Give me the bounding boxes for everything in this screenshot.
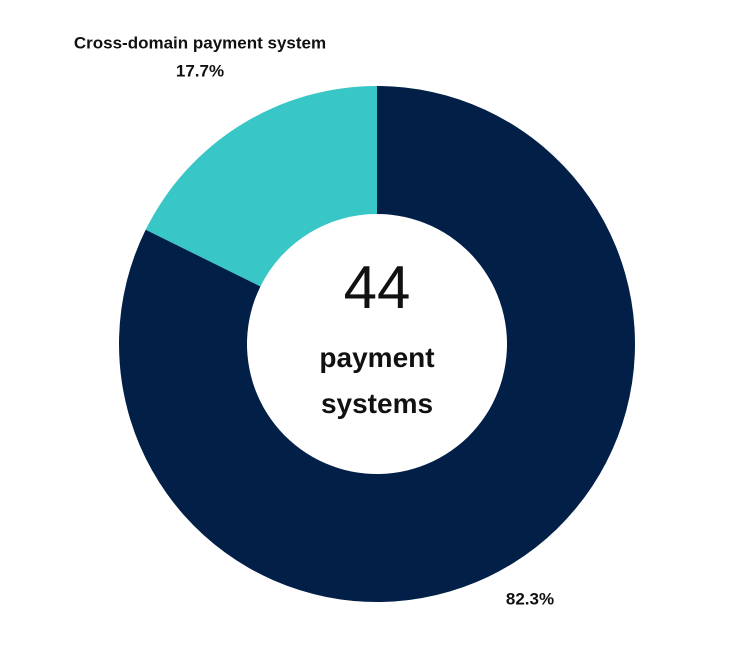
slice-name: Cross-domain payment system bbox=[74, 33, 326, 52]
donut-slice bbox=[145, 86, 377, 287]
center-value: 44 bbox=[344, 254, 411, 321]
center-label: payment systems bbox=[319, 342, 435, 419]
slice-value-label: 17.7% bbox=[176, 61, 224, 80]
slice-value-label: 82.3% bbox=[506, 589, 554, 608]
donut-slice bbox=[118, 86, 635, 603]
